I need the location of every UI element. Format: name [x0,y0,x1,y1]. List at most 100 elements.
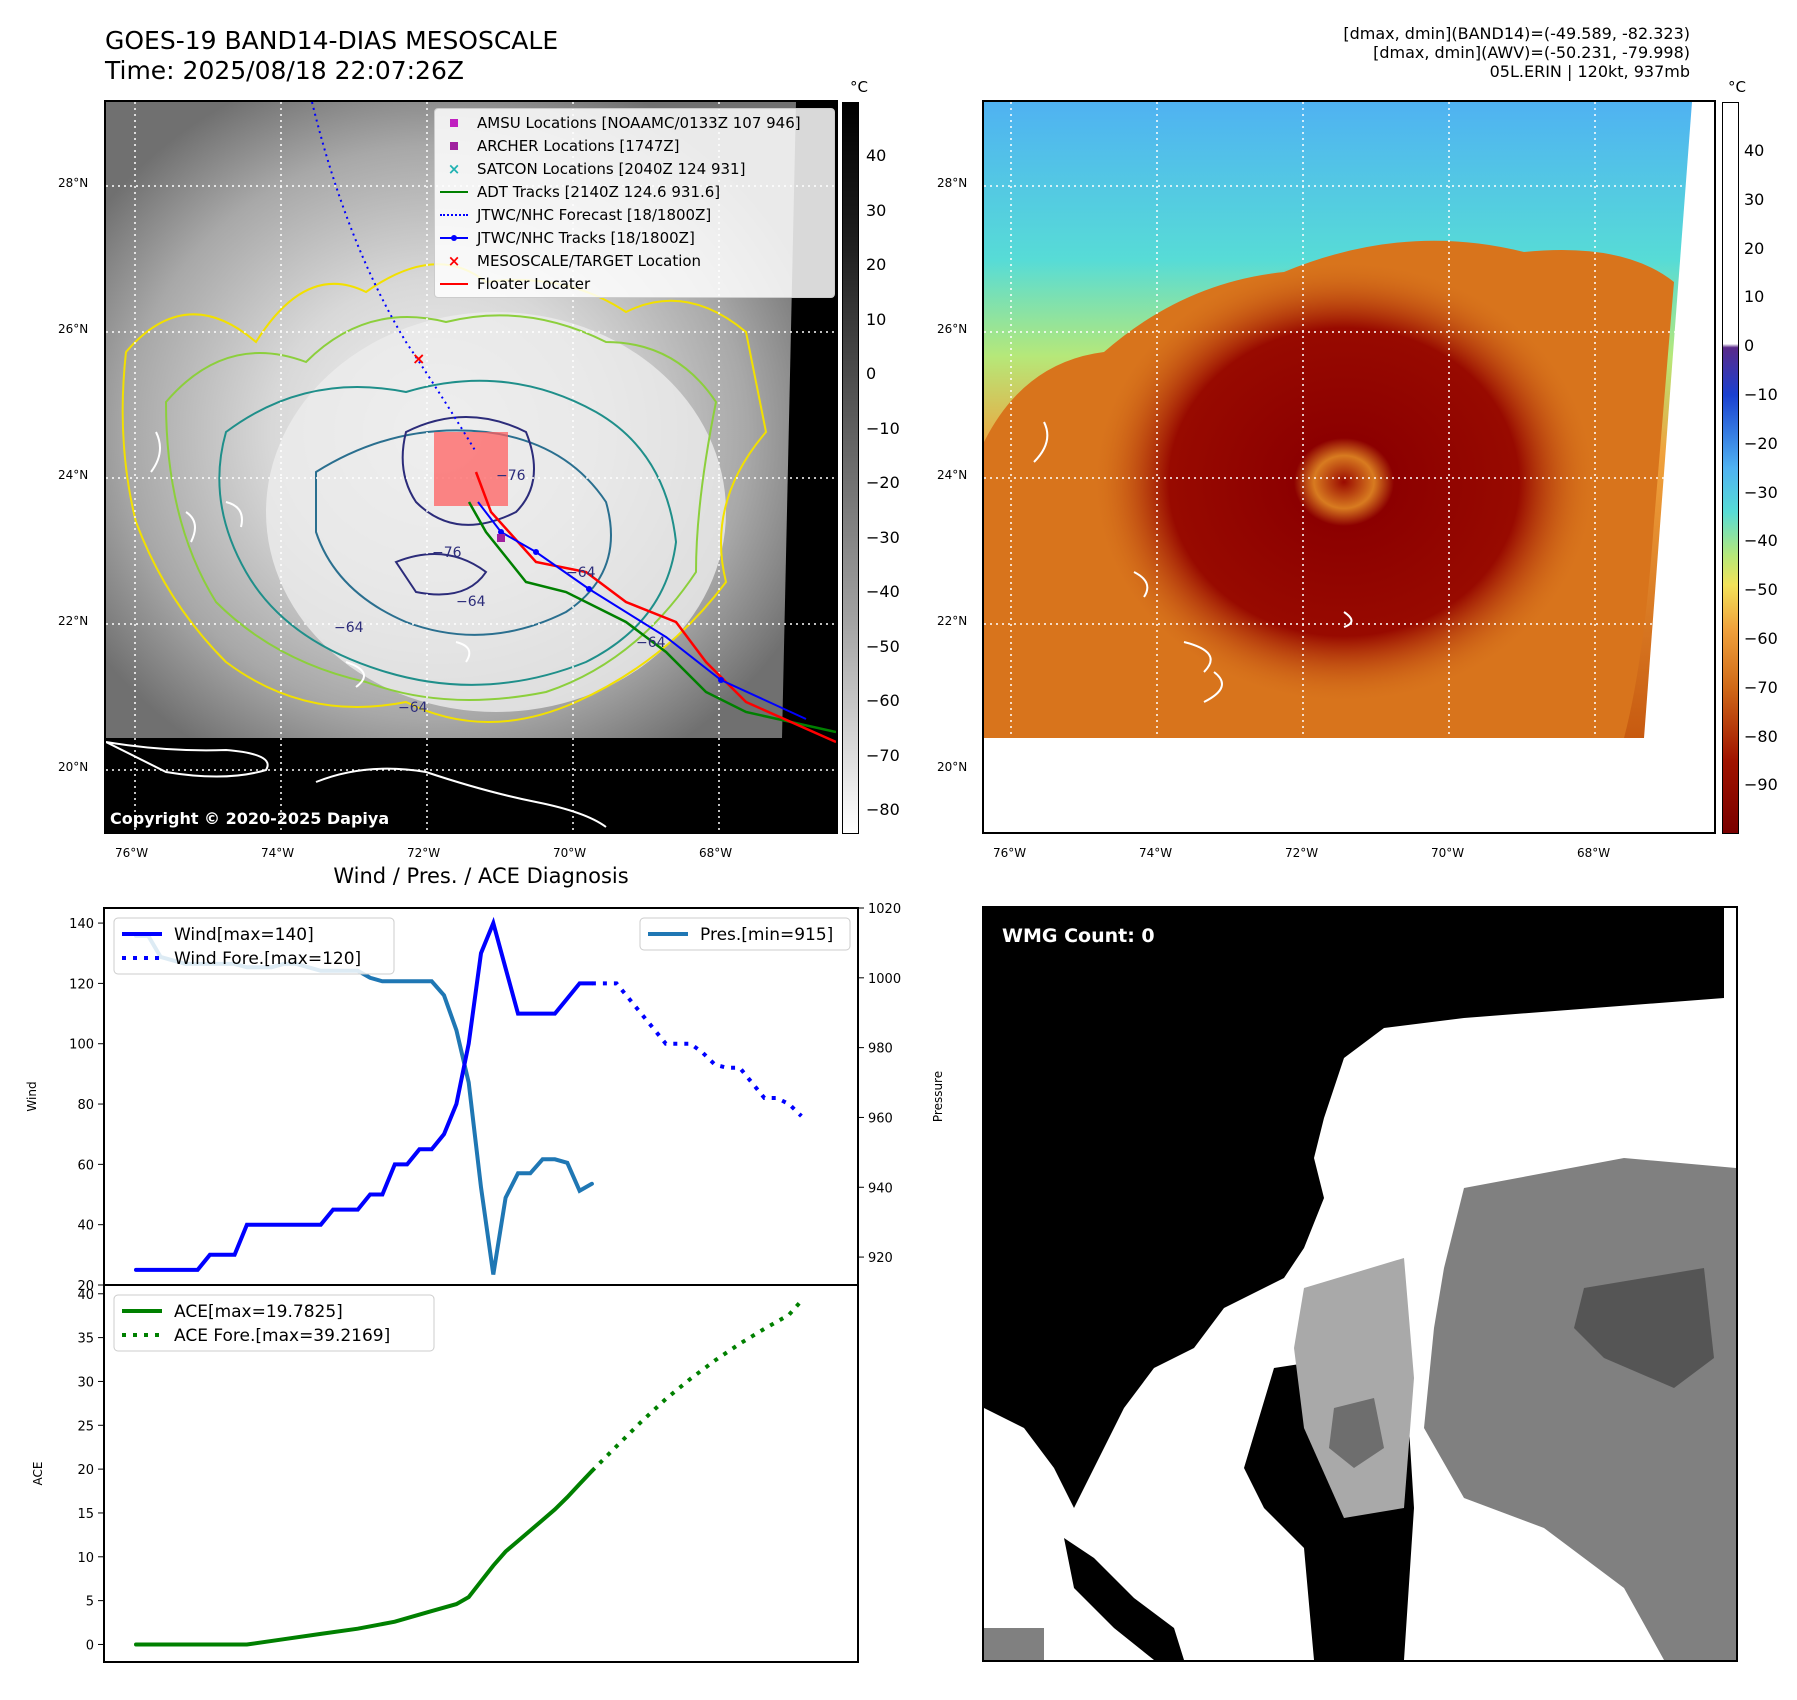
wind-tick-label: 60 [77,1158,94,1173]
colorbar-tick-label: −40 [1744,531,1778,551]
contour-label-3: −64 [456,594,486,610]
navy-contour-band [394,553,488,596]
legend-row-archer: ARCHER Locations [1747Z] [437,134,832,157]
ace-legend-label: ACE[max=19.7825] [174,1302,343,1322]
colorbar-tick-label: −60 [866,691,900,710]
legend-row-adt: ADT Tracks [2140Z 124.6 931.6] [437,180,832,203]
target-marker: × [412,349,425,368]
wmg-darkgray-region [1574,1268,1714,1388]
axis-tick-label: 68°W [699,846,733,860]
cold-cloud-region [266,312,726,712]
colorbar-tick-label: −20 [1744,433,1778,453]
axis-tick-label: 68°W [1577,846,1611,860]
colorbar-tick-label: −10 [866,418,900,438]
dotted-line-icon [437,213,471,216]
ace-series-line [134,1469,594,1647]
colorbar-tick-label: −50 [866,636,900,656]
axis-tick-label: 28°N [58,176,89,190]
legend-row-jtwc: JTWC/NHC Tracks [18/1800Z] [437,226,832,249]
contour-labels: −76 −76 −64 −64 −64 −64 −64 [334,468,666,716]
right-satellite-map [982,100,1716,834]
legend-label: Floater Locater [477,274,591,293]
left-colorbar-unit: °C [850,78,868,96]
axis-tick-label: 28°N [937,176,968,190]
floater-locater-track [474,471,836,744]
dot-line-icon [437,234,471,241]
legend-label: ADT Tracks [2140Z 124.6 931.6] [477,182,721,201]
colorbar-tick-label: 30 [1744,189,1765,209]
contour-label-2: −76 [432,545,462,561]
ace-tick-label: 15 [77,1507,94,1522]
wmg-panel: WMG Count: 0 [982,906,1738,1662]
archer-marker [497,534,505,542]
yellow-contour [121,263,768,723]
wmg-gray-region [1424,1158,1736,1660]
wmg-corner-gray [984,1628,1044,1660]
colorbar-tick-label: −80 [1744,726,1778,746]
contour-label-5: −64 [636,635,666,651]
ace-tick-label: 40 [77,1288,94,1303]
colorbar-tick-label: −60 [1744,629,1778,648]
colorbar-tick-label: 0 [1744,336,1755,356]
pressure-tick-label: 980 [868,1042,893,1057]
axis-tick-label: 20°N [937,760,968,774]
axis-tick-label: 22°N [937,614,968,628]
ace-tick-label: 0 [86,1638,94,1653]
axis-tick-label: 26°N [58,322,89,336]
axis-tick-label: 76°W [993,846,1027,860]
left-colorbar [842,102,859,834]
wind-tick-label: 40 [77,1219,94,1234]
pressure-legend-box [639,917,851,951]
wmg-black-region [984,908,1724,1508]
axis-tick-label: 24°N [58,468,89,482]
colorbar-tick-label: 40 [1744,141,1765,160]
colorbar-tick-label: −10 [1744,385,1778,404]
legend-row-forecast: JTWC/NHC Forecast [18/1800Z] [437,203,832,226]
colorbar-tick-label: 20 [1744,238,1765,258]
square-marker-icon [437,141,471,150]
wind-legend-label: Wind[max=140] [174,925,314,945]
ace-tick-label: 5 [86,1595,94,1610]
axis-tick-label: 26°N [937,322,968,336]
copyright-text: Copyright © 2020-2025 Dapiya [110,809,390,828]
navy-contour-eye [401,416,535,526]
colorbar-tick-label: −30 [1744,482,1778,502]
colorbar-tick-label: 20 [866,255,887,274]
pressure-axis-label: Pressure [931,1071,945,1122]
right-grid-lines [984,102,1714,832]
colorbar-tick-label: 30 [866,200,887,220]
colorbar-tick-label: −40 [866,582,900,601]
wind-tick-label: 120 [69,977,94,992]
ace-tick-label: 20 [77,1463,94,1478]
axis-tick-label: 76°W [115,846,149,860]
colorbar-tick-label: −90 [1744,775,1778,795]
info-line-1: [dmax, dmin](BAND14)=(-49.589, -82.323) [1343,24,1690,43]
adt-track [467,501,836,734]
contour-label-7: −64 [334,620,364,636]
right-coastline [1033,421,1353,703]
wind-tick-label: 100 [69,1038,94,1053]
legend-label: SATCON Locations [2040Z 124 931] [477,159,746,178]
ace-axes-frame [103,1284,859,1663]
colorbar-tick-label: 40 [866,146,887,165]
eyewall [1094,262,1594,702]
legend-label: JTWC/NHC Tracks [18/1800Z] [477,228,695,247]
right-map-svg [984,102,1714,832]
contour-label-1: −76 [496,468,526,484]
legend-row-amsu: AMSU Locations [NOAAMC/0133Z 107 946] [437,111,832,134]
wmg-black-stripe [1064,1538,1184,1660]
right-colorbar [1722,102,1739,834]
legend-row-floater: Floater Locater [437,272,832,295]
main-title: GOES-19 BAND14-DIAS MESOSCALE Time: 2025… [105,26,558,86]
pressure-tick-label: 960 [868,1111,893,1126]
ace-tick-label: 10 [77,1551,94,1566]
wmg-count-label: WMG Count: 0 [996,922,1161,950]
ace-forecast-series-line [590,1299,803,1473]
jtwc-track-points [498,529,724,683]
ace-axis-label: ACE [31,1462,45,1486]
axis-tick-label: 72°W [407,846,441,860]
axis-tick-label: 74°W [261,846,295,860]
diagnosis-chart-svg: 2040608010012014092094096098010001020051… [25,902,945,1663]
wind-legend-box [113,917,395,975]
legend-label: ARCHER Locations [1747Z] [477,136,680,155]
